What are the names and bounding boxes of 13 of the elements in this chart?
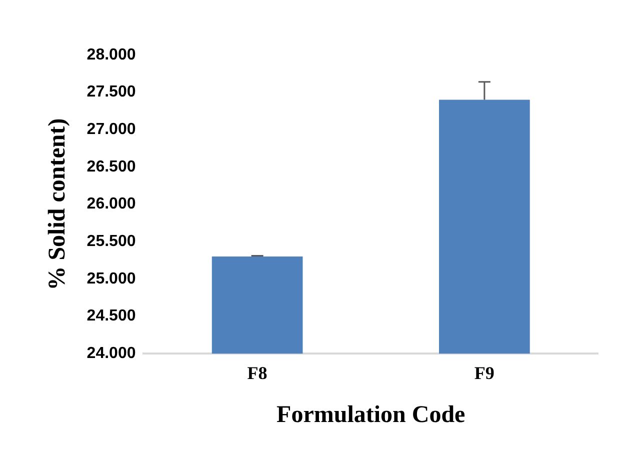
y-tick-label: 28.000 <box>86 46 136 64</box>
y-tick-label: 25.000 <box>86 270 136 288</box>
y-tick-label: 27.000 <box>86 121 136 138</box>
y-tick-label: 24.500 <box>86 308 136 325</box>
x-tick-label: F8 <box>247 363 268 384</box>
y-tick-label: 27.500 <box>86 84 136 101</box>
y-tick-label: 26.000 <box>86 196 136 213</box>
x-tick-label: F9 <box>474 363 494 384</box>
y-axis-title: % Solid content) <box>44 118 71 290</box>
y-tick-label: 25.500 <box>86 233 136 250</box>
x-axis-title: Formulation Code <box>276 402 466 428</box>
y-tick-label: 26.500 <box>86 158 136 176</box>
y-tick-label: 24.000 <box>86 345 136 362</box>
